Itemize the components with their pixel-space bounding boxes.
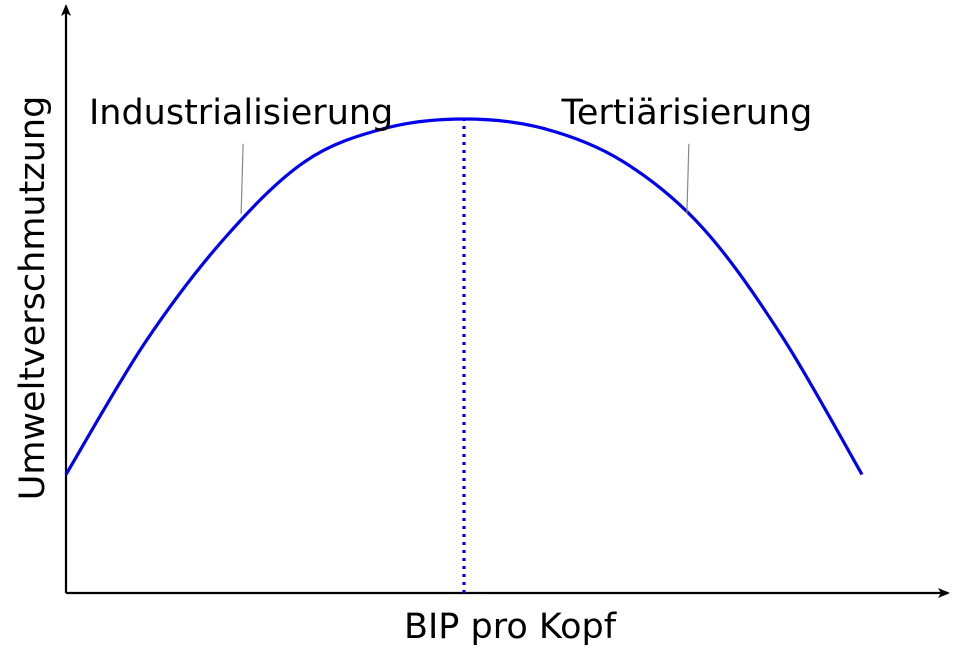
annotation-leader-1 xyxy=(686,143,690,214)
plot-area: Industrialisierung Tertiärisierung xyxy=(64,93,864,593)
x-axis-label: BIP pro Kopf xyxy=(404,607,617,647)
series-line-0 xyxy=(64,117,864,476)
annotation-label-1: Tertiärisierung xyxy=(560,93,812,133)
annotation-label-0: Industrialisierung xyxy=(89,93,393,133)
annotation-leader-0 xyxy=(240,143,244,214)
y-axis-label: Umweltverschmutzung xyxy=(13,96,53,501)
